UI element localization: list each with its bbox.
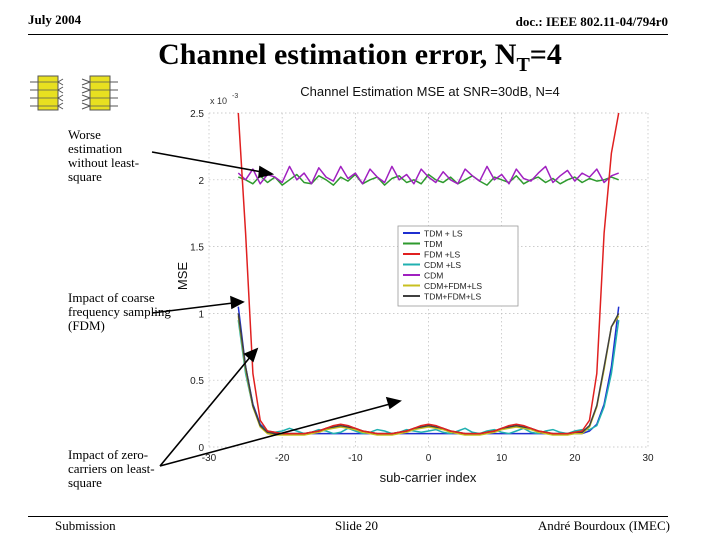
slide-title: Channel estimation error, NT=4 [0,38,720,77]
legend-label: TDM+FDM+LS [424,292,481,302]
legend-label: TDM [424,239,442,249]
arrowhead-worse-estimation [258,165,275,179]
slide-title-main: Channel estimation error, N [158,38,517,71]
slide-title-tail: =4 [529,38,562,71]
arrowhead-zero-carriers-a [243,347,259,363]
y-tick-label: 2 [198,176,204,187]
series-line-fdm-ls [237,112,620,435]
header-rule [28,34,668,35]
axis-ticks: -30 -20 -10 0 10 20 30 0 0.5 1 1.5 2 2.5 [190,109,654,464]
annotation-coarse-sampling: Impact of coarse frequency sampling (FDM… [68,290,171,333]
legend-label: TDM + LS [424,229,463,239]
arrow-zero-carriers-a [159,355,252,467]
legend-box [397,225,519,307]
legend-label: CDM+FDM+LS [424,281,482,291]
slide-title-subscript: T [516,54,530,76]
arrowhead-coarse-sampling [230,295,245,310]
x-tick-label: -10 [348,453,363,464]
series-line-cdm [237,165,619,185]
legend-label: FDM +LS [424,250,460,260]
x-tick-label: -30 [202,453,217,464]
y-tick-label: 1.5 [190,243,204,254]
header-date: July 2004 [28,12,82,27]
legend-label: CDM +LS [424,260,461,270]
series-lines [237,112,620,436]
y-tick-label: 1 [198,309,204,320]
x-tick-label: 0 [426,453,432,464]
y-scale-base: x 10 [210,96,227,106]
y-tick-label: 2.5 [190,109,204,120]
y-axis-label: MSE [175,262,190,291]
arrow-zero-carriers-b [159,403,391,467]
arrow-coarse-sampling [151,302,234,314]
header-doc-id: doc.: IEEE 802.11-04/794r0 [515,14,668,29]
x-axis-label: sub-carrier index [380,470,477,485]
y-scale-exponent: -3 [232,93,238,100]
arrow-worse-estimation [151,151,263,173]
y-scale-label: x 10 -3 [210,93,238,106]
grid [208,112,649,448]
chart-title: Channel Estimation MSE at SNR=30dB, N=4 [300,84,559,99]
x-tick-label: -20 [275,453,290,464]
footer-submission: Submission [55,518,116,533]
x-tick-label: 30 [642,453,654,464]
annotation-worse-estimation: Worse estimation without least-square [68,127,140,184]
arrowhead-zero-carriers-b [385,396,402,410]
legend-label: CDM [424,271,443,281]
antenna-array-icon [30,75,118,111]
series-line-cdm-fdm-ls [237,315,620,436]
footer-rule [28,516,668,517]
annotation-arrows [151,151,402,467]
series-line-cdm-ls [237,319,620,435]
y-tick-label: 0 [198,443,204,454]
x-tick-label: 10 [496,453,508,464]
x-tick-label: 20 [569,453,581,464]
y-tick-label: 0.5 [190,376,204,387]
annotation-zero-carriers: Impact of zero-carriers on least-square [68,447,155,490]
footer-author: André Bourdoux (IMEC) [537,518,670,533]
footer-slide-number: Slide 20 [335,518,378,533]
